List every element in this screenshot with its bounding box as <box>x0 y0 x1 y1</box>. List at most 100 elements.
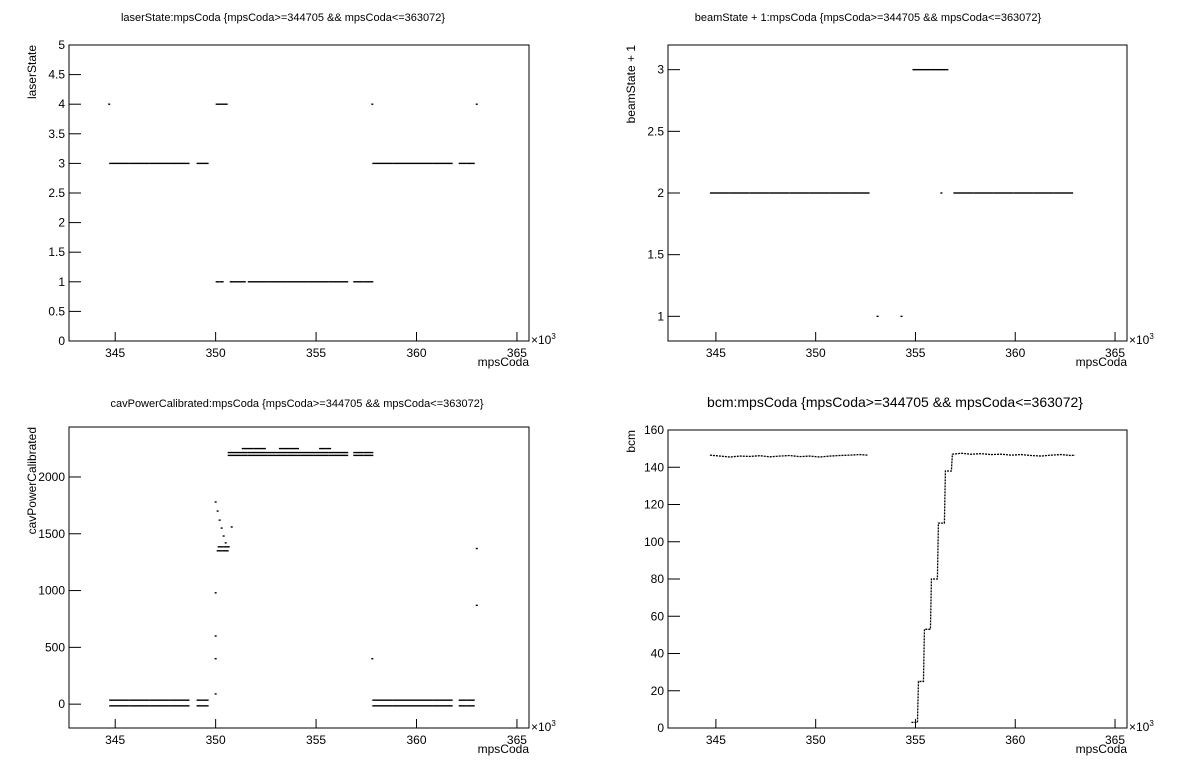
point <box>912 68 931 71</box>
point <box>325 447 332 450</box>
point <box>363 454 374 457</box>
x-tick-label: 355 <box>905 733 925 747</box>
point <box>109 162 130 165</box>
y-axis-label: laserState <box>25 45 39 99</box>
point <box>308 454 329 457</box>
x-axis-factor: ×103 <box>531 719 556 734</box>
x-tick-label: 365 <box>507 346 527 360</box>
point <box>109 699 130 701</box>
point <box>253 447 266 450</box>
point <box>223 546 230 548</box>
point <box>458 162 467 165</box>
x-tick-label: 350 <box>206 346 226 360</box>
point <box>214 693 217 695</box>
x-tick-label: 360 <box>1005 346 1025 360</box>
point <box>475 103 478 105</box>
x-axis-factor: ×103 <box>1129 332 1154 347</box>
point <box>973 192 994 194</box>
x-axis-label: mpsCoda <box>1076 355 1128 369</box>
point <box>876 315 879 318</box>
point <box>196 162 203 165</box>
point <box>215 103 222 105</box>
point <box>466 699 475 701</box>
chart-panel: beamState + 1:mpsCoda {mpsCoda>=344705 &… <box>624 12 1154 369</box>
y-tick-label: 140 <box>644 460 664 474</box>
point <box>432 162 453 165</box>
y-tick-label: 0.5 <box>48 304 65 318</box>
y-tick-label: 2 <box>58 216 65 230</box>
point <box>267 281 288 283</box>
point <box>202 162 209 165</box>
point <box>372 699 393 701</box>
point <box>247 281 268 283</box>
y-axis-label: beamState + 1 <box>624 45 638 124</box>
point <box>149 162 170 165</box>
point <box>319 447 326 450</box>
point <box>217 546 224 548</box>
point <box>149 705 170 707</box>
point <box>169 162 190 165</box>
point <box>222 535 225 537</box>
point <box>216 550 223 552</box>
plot-frame <box>667 429 1128 729</box>
point <box>849 192 870 194</box>
y-tick-label: 60 <box>651 609 665 623</box>
point <box>353 454 364 457</box>
x-tick-label: 345 <box>706 733 726 747</box>
x-tick-label: 365 <box>507 733 527 747</box>
y-tick-label: 2 <box>657 186 664 200</box>
point <box>287 454 309 457</box>
y-tick-label: 2.5 <box>647 124 664 138</box>
point <box>108 103 111 105</box>
x-axis-factor-base: ×10 <box>531 333 552 347</box>
y-tick-label: 120 <box>644 498 664 512</box>
y-tick-label: 0 <box>657 721 664 735</box>
point <box>196 705 203 707</box>
point <box>458 705 467 707</box>
point <box>749 192 770 194</box>
y-tick-label: 3 <box>657 63 664 77</box>
point <box>267 451 288 454</box>
point <box>222 550 229 552</box>
x-tick-label: 355 <box>306 733 326 747</box>
point <box>432 705 453 707</box>
point <box>287 451 309 454</box>
point <box>247 451 268 454</box>
chart-panel: laserState:mpsCoda {mpsCoda>=344705 && m… <box>25 12 556 369</box>
point <box>432 699 453 701</box>
x-tick-label: 360 <box>406 346 426 360</box>
point <box>216 510 219 512</box>
y-tick-label: 0 <box>58 697 65 711</box>
x-tick-label: 355 <box>905 346 925 360</box>
y-tick-label: 1500 <box>38 527 65 541</box>
y-tick-label: 40 <box>651 647 665 661</box>
chart-title: cavPowerCalibrated:mpsCoda {mpsCoda>=344… <box>110 398 483 410</box>
trace <box>709 452 1076 724</box>
x-axis-label: mpsCoda <box>478 742 530 756</box>
y-tick-label: 5 <box>58 38 65 52</box>
y-axis-label: cavPowerCalibrated <box>25 427 39 534</box>
point <box>466 705 475 707</box>
chart-title: laserState:mpsCoda {mpsCoda>=344705 && m… <box>121 12 445 24</box>
point <box>287 281 309 283</box>
point <box>466 162 475 165</box>
point <box>214 501 217 503</box>
point <box>129 162 150 165</box>
point <box>953 192 974 194</box>
x-tick-label: 360 <box>406 733 426 747</box>
point <box>278 447 289 450</box>
point <box>214 592 217 594</box>
y-tick-label: 100 <box>644 535 664 549</box>
point <box>109 705 130 707</box>
point <box>129 705 150 707</box>
x-tick-label: 345 <box>105 733 125 747</box>
y-tick-label: 3.5 <box>48 127 65 141</box>
point <box>372 162 393 165</box>
point <box>328 451 349 454</box>
point <box>769 192 790 194</box>
y-tick-label: 1.5 <box>48 245 65 259</box>
point <box>230 526 233 528</box>
point <box>241 447 254 450</box>
point <box>1053 192 1074 194</box>
point <box>412 705 433 707</box>
